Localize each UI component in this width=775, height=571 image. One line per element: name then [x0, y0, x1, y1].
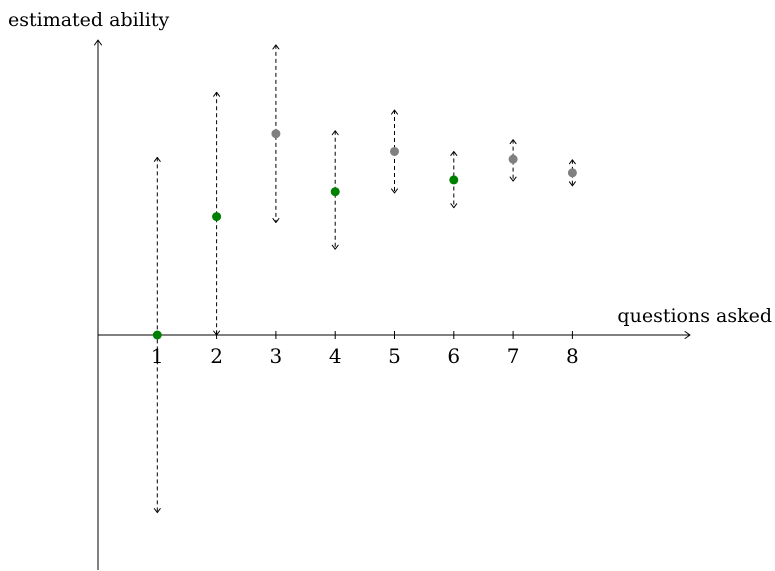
- data-point-6: [449, 175, 459, 185]
- data-point-7: [508, 154, 518, 164]
- data-points: [152, 129, 577, 340]
- x-tick-label-2: 2: [210, 344, 223, 368]
- x-tick-label-3: 3: [270, 344, 283, 368]
- error-bar-top-arrow-3: [272, 44, 280, 50]
- error-bar-bottom-arrow-5: [391, 188, 398, 194]
- x-tick-label-4: 4: [329, 344, 342, 368]
- error-bar-top-arrow-6: [450, 150, 458, 156]
- error-bar-bottom-arrow-2: [213, 330, 221, 336]
- error-bar-bottom-arrow-3: [272, 218, 280, 224]
- x-axis-arrowhead: [684, 331, 691, 339]
- data-point-1: [152, 330, 162, 340]
- error-bar-top-arrow-1: [153, 156, 161, 162]
- x-tick-label-5: 5: [388, 344, 401, 368]
- data-point-4: [330, 187, 340, 197]
- error-bar-top-arrow-4: [331, 130, 339, 136]
- error-bar-top-arrow-5: [391, 109, 398, 115]
- data-point-8: [567, 168, 577, 178]
- data-point-2: [212, 212, 222, 222]
- error-bar-bottom-arrow-4: [331, 244, 339, 250]
- error-bar-bottom-arrow-1: [153, 508, 161, 514]
- error-bar-bottom-arrow-7: [509, 176, 517, 182]
- error-bar-top-arrow-8: [568, 159, 576, 165]
- error-bar-bottom-arrow-6: [450, 203, 458, 209]
- x-tick-label-8: 8: [566, 344, 579, 368]
- error-bar-top-arrow-7: [509, 139, 517, 145]
- error-bar-bottom-arrow-8: [568, 181, 576, 187]
- x-tick-label-7: 7: [507, 344, 520, 368]
- error-bars: [153, 44, 576, 514]
- x-axis-title: questions asked: [617, 305, 772, 327]
- axes: [94, 39, 691, 570]
- data-point-5: [390, 146, 399, 156]
- x-tick-label-6: 6: [447, 344, 460, 368]
- y-axis-arrowhead: [94, 39, 102, 46]
- error-bar-top-arrow-2: [213, 91, 221, 97]
- data-point-3: [271, 129, 281, 139]
- y-axis-title: estimated ability: [8, 9, 169, 31]
